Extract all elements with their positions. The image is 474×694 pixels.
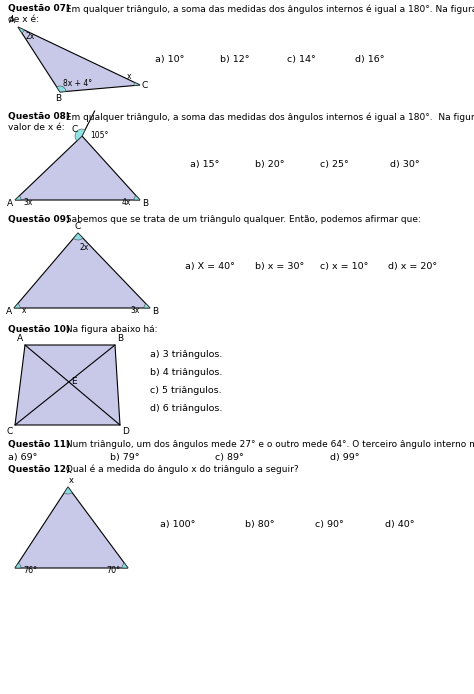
Text: B: B	[142, 199, 148, 208]
Text: C: C	[75, 222, 81, 231]
Text: valor de x é:: valor de x é:	[8, 123, 64, 132]
Text: A: A	[7, 199, 13, 208]
Wedge shape	[14, 303, 20, 308]
Text: c) 25°: c) 25°	[320, 160, 349, 169]
Polygon shape	[15, 345, 120, 425]
Text: Questão 10): Questão 10)	[8, 325, 70, 334]
Text: x: x	[22, 306, 27, 315]
Text: b) 20°: b) 20°	[255, 160, 284, 169]
Wedge shape	[57, 86, 66, 92]
Text: c) 14°: c) 14°	[287, 55, 316, 64]
Text: a) 15°: a) 15°	[190, 160, 219, 169]
Text: d) 30°: d) 30°	[390, 160, 419, 169]
Text: 70°: 70°	[106, 566, 120, 575]
Text: 105°: 105°	[90, 130, 109, 139]
Text: c) 89°: c) 89°	[215, 453, 244, 462]
Text: b) 80°: b) 80°	[245, 520, 274, 529]
Wedge shape	[18, 27, 24, 33]
Wedge shape	[122, 563, 128, 568]
Text: A: A	[17, 334, 23, 343]
Polygon shape	[14, 233, 150, 308]
Text: Questão 11): Questão 11)	[8, 440, 70, 449]
Text: 76°: 76°	[23, 566, 37, 575]
Text: b) 79°: b) 79°	[110, 453, 139, 462]
Polygon shape	[15, 136, 140, 200]
Text: de x é:: de x é:	[8, 15, 39, 24]
Text: x: x	[127, 72, 131, 81]
Text: Num triângulo, um dos ângulos mede 27° e o outro mede 64°. O terceiro ângulo int: Num triângulo, um dos ângulos mede 27° e…	[63, 440, 474, 449]
Text: Questão 12): Questão 12)	[8, 465, 70, 474]
Text: a) 10°: a) 10°	[155, 55, 184, 64]
Text: C: C	[142, 81, 148, 90]
Text: d) x = 20°: d) x = 20°	[388, 262, 437, 271]
Text: Em qualquer triângulo, a soma das medidas dos ângulos internos é igual a 180°. N: Em qualquer triângulo, a soma das medida…	[63, 4, 474, 13]
Text: c) x = 10°: c) x = 10°	[320, 262, 368, 271]
Text: d) 6 triângulos.: d) 6 triângulos.	[150, 404, 222, 413]
Wedge shape	[73, 233, 83, 240]
Text: E: E	[71, 378, 76, 387]
Text: Questão 08): Questão 08)	[8, 112, 70, 121]
Text: B: B	[117, 334, 123, 343]
Text: Sabemos que se trata de um triângulo qualquer. Então, podemos afirmar que:: Sabemos que se trata de um triângulo qua…	[63, 215, 421, 224]
Text: a) 3 triângulos.: a) 3 triângulos.	[150, 350, 222, 359]
Polygon shape	[18, 27, 140, 92]
Text: A: A	[9, 16, 15, 25]
Text: a) 100°: a) 100°	[160, 520, 195, 529]
Text: Na figura abaixo há:: Na figura abaixo há:	[63, 325, 157, 334]
Text: b) 12°: b) 12°	[220, 55, 249, 64]
Text: d) 99°: d) 99°	[330, 453, 359, 462]
Text: c) 5 triângulos.: c) 5 triângulos.	[150, 386, 222, 395]
Text: 3x: 3x	[23, 198, 32, 207]
Text: a) X = 40°: a) X = 40°	[185, 262, 235, 271]
Text: b) 4 triângulos.: b) 4 triângulos.	[150, 368, 222, 377]
Text: b) x = 30°: b) x = 30°	[255, 262, 304, 271]
Text: D: D	[122, 427, 129, 436]
Text: 4x: 4x	[122, 198, 131, 207]
Text: d) 16°: d) 16°	[355, 55, 384, 64]
Text: 2x: 2x	[80, 243, 89, 252]
Wedge shape	[15, 563, 21, 568]
Wedge shape	[15, 196, 21, 200]
Text: 2x: 2x	[26, 32, 35, 41]
Text: 3x: 3x	[130, 306, 139, 315]
Wedge shape	[134, 196, 140, 200]
Text: B: B	[55, 94, 61, 103]
Text: a) 69°: a) 69°	[8, 453, 37, 462]
Wedge shape	[144, 304, 150, 308]
Wedge shape	[134, 83, 140, 85]
Text: Qual é a medida do ângulo x do triângulo a seguir?: Qual é a medida do ângulo x do triângulo…	[63, 465, 299, 475]
Text: A: A	[6, 307, 12, 316]
Text: 8x + 4°: 8x + 4°	[63, 79, 92, 88]
Text: x: x	[69, 476, 74, 485]
Text: B: B	[152, 307, 158, 316]
Text: C: C	[72, 125, 78, 134]
Text: Questão 07): Questão 07)	[8, 4, 70, 13]
Text: Questão 09): Questão 09)	[8, 215, 70, 224]
Polygon shape	[15, 487, 128, 568]
Wedge shape	[64, 487, 72, 494]
Text: C: C	[7, 427, 13, 436]
Text: d) 40°: d) 40°	[385, 520, 414, 529]
Text: Em qualquer triângulo, a soma das medidas dos ângulos internos é igual a 180°.  : Em qualquer triângulo, a soma das medida…	[63, 112, 474, 121]
Wedge shape	[75, 129, 85, 141]
Text: c) 90°: c) 90°	[315, 520, 344, 529]
